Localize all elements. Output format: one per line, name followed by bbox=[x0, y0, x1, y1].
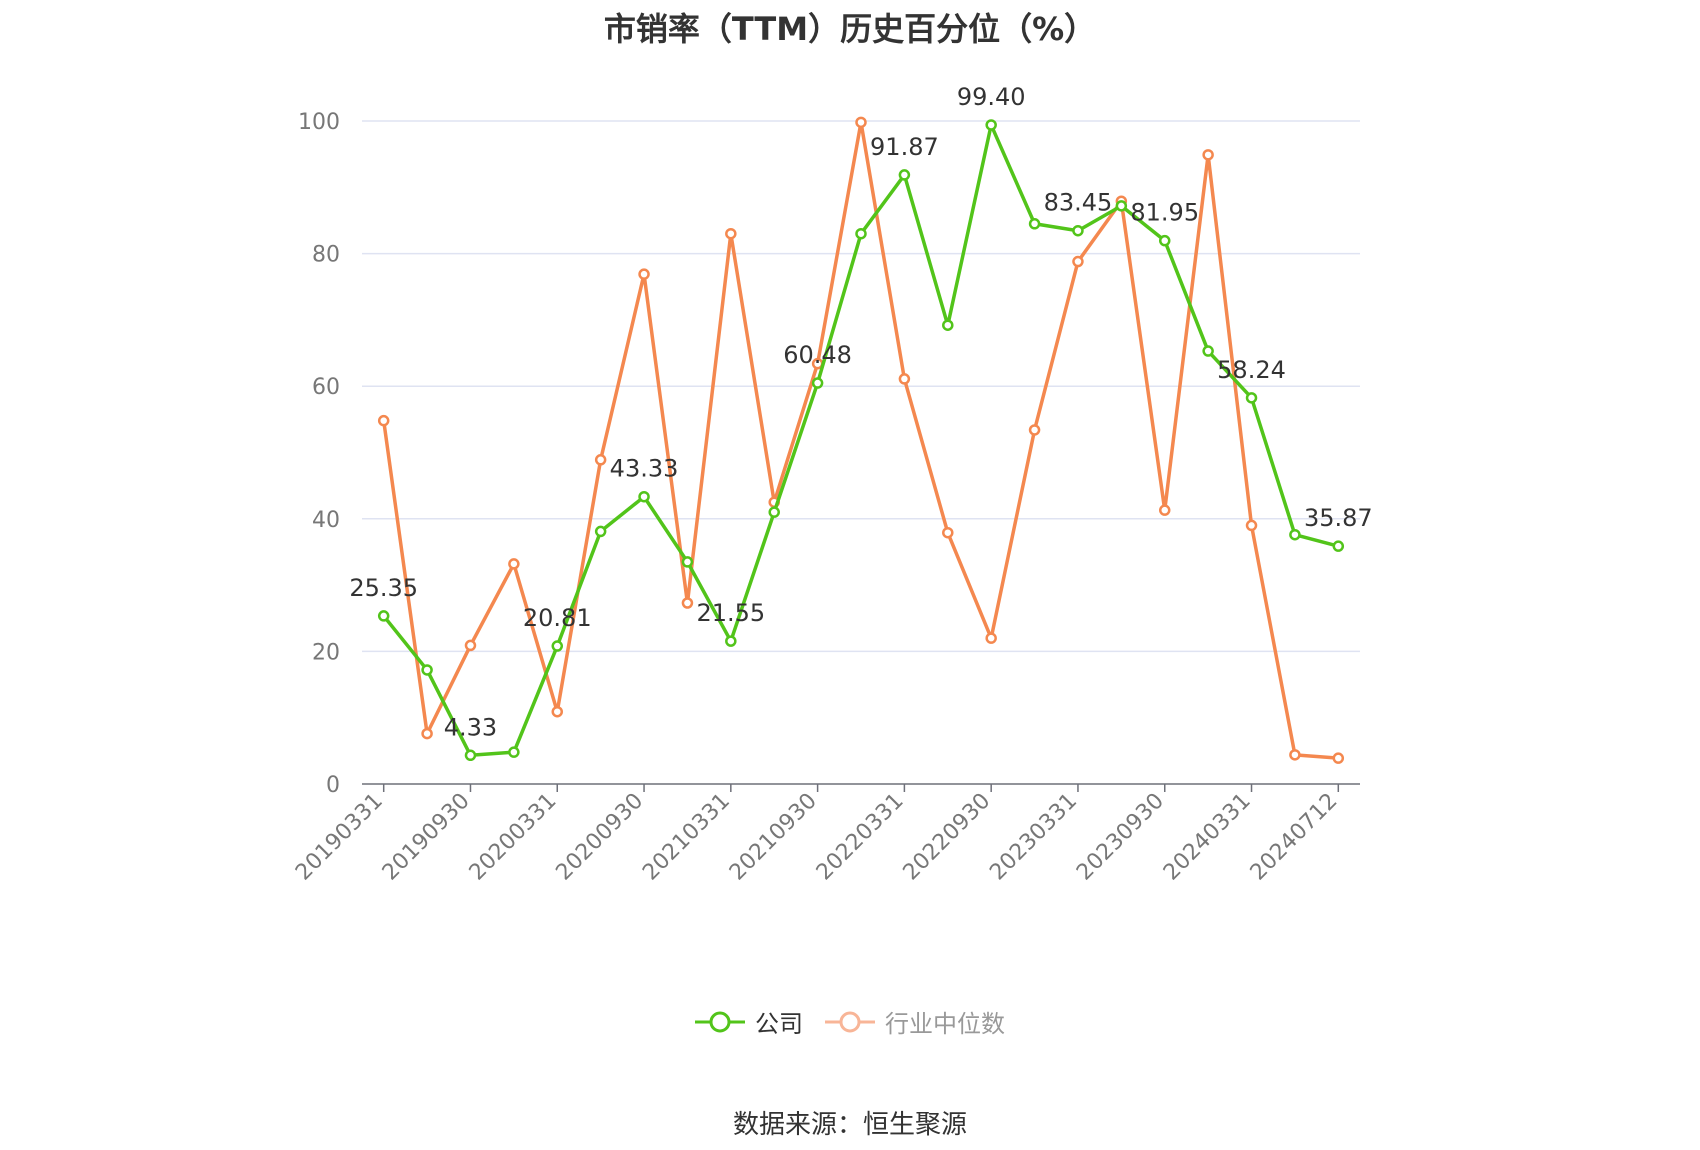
legend-industry-icon bbox=[825, 1011, 875, 1032]
series bbox=[377, 116, 1345, 764]
data-point-company bbox=[1115, 200, 1128, 212]
data-label: 91.87 bbox=[870, 133, 939, 161]
data-point-industry bbox=[464, 639, 477, 652]
data-point-industry bbox=[1245, 519, 1258, 532]
legend-label-industry: 行业中位数 bbox=[885, 1010, 1005, 1038]
x-tick-label: 20240331 bbox=[1159, 789, 1256, 886]
data-label: 25.35 bbox=[349, 574, 418, 602]
data-point-company bbox=[1072, 224, 1084, 237]
data-point-company bbox=[1028, 218, 1041, 230]
data-point-company bbox=[551, 640, 564, 652]
data-point-industry bbox=[1158, 504, 1171, 516]
legend-item-company[interactable]: 公司 bbox=[695, 1004, 803, 1039]
data-point-industry bbox=[725, 227, 737, 240]
data-label: 99.40 bbox=[957, 83, 1026, 111]
x-tick-label: 20200930 bbox=[551, 789, 648, 886]
data-point-company bbox=[1289, 528, 1301, 541]
data-label: 35.87 bbox=[1304, 504, 1373, 532]
y-tick-label: 20 bbox=[312, 640, 340, 665]
data-point-company bbox=[855, 227, 867, 240]
x-tick-label: 20230331 bbox=[985, 789, 1082, 886]
data-point-company bbox=[638, 490, 650, 503]
x-tick-label: 20220331 bbox=[812, 789, 909, 886]
x-tick-label: 20230930 bbox=[1072, 789, 1169, 886]
data-point-company bbox=[1332, 540, 1345, 552]
data-label: 81.95 bbox=[1130, 199, 1199, 227]
x-tick-label: 20200331 bbox=[465, 789, 562, 886]
legend-company-icon bbox=[695, 1011, 745, 1032]
data-point-company bbox=[464, 749, 477, 762]
data-point-industry bbox=[942, 526, 954, 539]
data-point-company bbox=[811, 377, 824, 389]
data-point-industry bbox=[1332, 752, 1345, 764]
x-tick-label: 20210930 bbox=[725, 789, 822, 886]
data-point-industry bbox=[594, 454, 607, 466]
x-tick-label: 20240712 bbox=[1246, 789, 1343, 886]
data-point-company bbox=[898, 169, 911, 181]
grid-lines bbox=[362, 120, 1360, 653]
data-point-company bbox=[421, 664, 433, 676]
data-label: 20.81 bbox=[523, 604, 592, 632]
data-label: 60.48 bbox=[783, 341, 852, 369]
data-point-company bbox=[508, 746, 520, 758]
data-point-company bbox=[1158, 234, 1171, 247]
y-tick-label: 60 bbox=[312, 375, 340, 400]
legend-label-company: 公司 bbox=[755, 1010, 803, 1038]
data-point-industry bbox=[508, 558, 520, 570]
data-labels: 25.35 4.33 20.81 43.33 21.55 60.48 91.87 99.40 8… bbox=[349, 83, 1372, 741]
data-label: 83.45 bbox=[1044, 189, 1113, 217]
data-point-company bbox=[377, 610, 390, 622]
source-note: 数据来源：恒生聚源 bbox=[732, 1110, 967, 1140]
data-point-industry bbox=[638, 268, 650, 280]
data-point-industry bbox=[1028, 424, 1041, 436]
x-tick-label: 20210331 bbox=[638, 789, 735, 886]
y-tick-label: 100 bbox=[298, 110, 340, 135]
x-tick-label: 20190930 bbox=[378, 789, 475, 886]
data-label: 43.33 bbox=[610, 455, 679, 483]
data-point-industry bbox=[1289, 749, 1301, 761]
data-point-industry bbox=[855, 116, 867, 129]
data-point-company bbox=[985, 119, 997, 131]
x-tick-label: 20190331 bbox=[291, 789, 388, 886]
data-point-company bbox=[1245, 392, 1258, 404]
data-label: 58.24 bbox=[1217, 356, 1286, 384]
data-point-industry bbox=[1202, 149, 1214, 161]
data-point-industry bbox=[551, 705, 564, 718]
data-point-industry bbox=[985, 632, 997, 644]
data-point-company bbox=[768, 506, 780, 518]
y-tick-label: 40 bbox=[312, 508, 340, 533]
chart-title: 市销率（TTM）历史百分位（%） bbox=[603, 10, 1097, 48]
data-point-industry bbox=[1072, 255, 1084, 268]
data-point-industry bbox=[421, 727, 433, 740]
data-point-industry bbox=[898, 373, 911, 385]
data-point-company bbox=[725, 635, 737, 647]
data-point-company bbox=[681, 556, 694, 568]
legend: 公司 行业中位数 bbox=[0, 1004, 1700, 1039]
data-point-company bbox=[594, 525, 607, 538]
data-label: 21.55 bbox=[696, 599, 765, 627]
data-label: 4.33 bbox=[444, 713, 497, 741]
y-tick-label: 0 bbox=[326, 773, 340, 798]
x-tick-label: 20220930 bbox=[899, 789, 996, 886]
y-tick-label: 80 bbox=[312, 243, 340, 268]
data-point-company bbox=[1202, 345, 1214, 357]
legend-item-industry[interactable]: 行业中位数 bbox=[825, 1004, 1005, 1039]
data-point-industry bbox=[377, 414, 390, 427]
data-point-company bbox=[942, 319, 954, 331]
data-point-industry bbox=[681, 597, 694, 609]
